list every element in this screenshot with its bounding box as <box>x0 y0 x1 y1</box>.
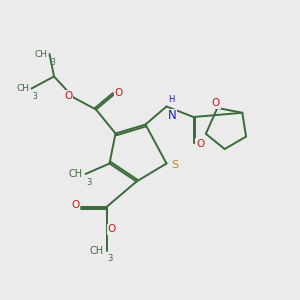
Text: CH: CH <box>16 84 29 93</box>
Text: S: S <box>171 160 178 170</box>
Text: O: O <box>114 88 123 98</box>
Text: 3: 3 <box>32 92 37 101</box>
Text: O: O <box>212 98 220 108</box>
Text: 3: 3 <box>50 58 55 67</box>
Text: H: H <box>168 94 174 103</box>
Text: O: O <box>108 224 116 235</box>
Text: O: O <box>64 91 72 101</box>
Text: 3: 3 <box>86 178 92 187</box>
Text: N: N <box>168 109 177 122</box>
Text: O: O <box>71 200 80 210</box>
Text: CH: CH <box>69 169 83 179</box>
Text: CH: CH <box>90 245 104 256</box>
Text: O: O <box>196 139 204 149</box>
Text: 3: 3 <box>107 254 112 263</box>
Text: CH: CH <box>34 50 47 58</box>
